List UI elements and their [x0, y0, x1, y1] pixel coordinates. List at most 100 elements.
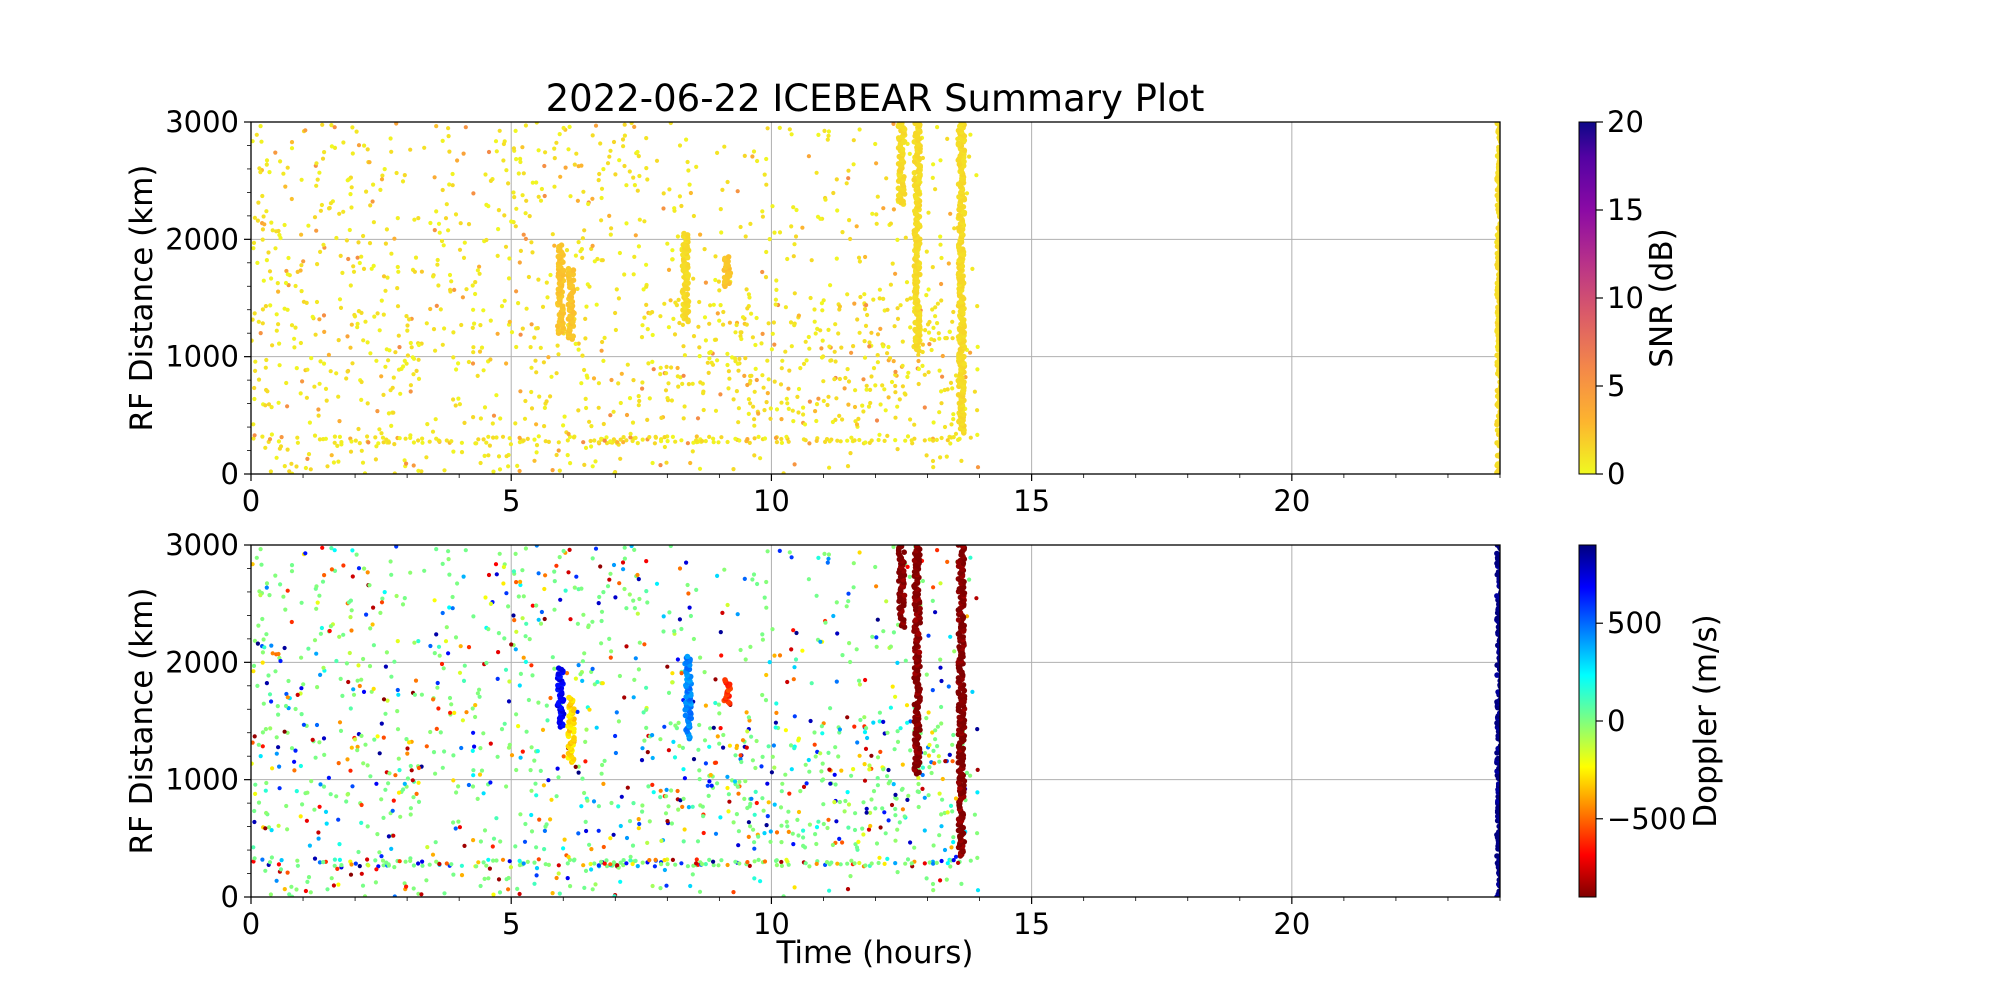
data-point: [590, 887, 595, 892]
data-point: [507, 679, 512, 684]
data-point: [905, 374, 910, 379]
data-point: [542, 847, 547, 852]
data-point: [338, 676, 343, 682]
data-point: [772, 230, 777, 235]
data-point: [725, 179, 730, 185]
data-point: [477, 694, 482, 699]
data-point: [396, 367, 402, 372]
data-point: [635, 188, 640, 193]
data-point: [451, 820, 456, 825]
data-point: [768, 406, 773, 411]
data-point: [820, 761, 825, 766]
data-point: [862, 715, 867, 720]
data-point: [895, 739, 901, 745]
data-point: [353, 438, 358, 443]
data-point: [388, 136, 393, 141]
data-point: [874, 841, 880, 846]
data-point: [735, 189, 740, 194]
data-point: [931, 843, 936, 848]
data-point: [584, 405, 589, 411]
data-point: [412, 217, 417, 222]
data-point: [681, 767, 686, 772]
data-point: [350, 125, 355, 130]
data-point: [554, 563, 559, 568]
data-point: [393, 350, 398, 355]
data-point: [964, 191, 970, 196]
data-point: [266, 673, 271, 678]
data-point: [605, 161, 611, 166]
data-point: [435, 685, 440, 690]
data-point: [544, 822, 549, 827]
data-point: [253, 368, 258, 373]
data-point: [640, 323, 645, 328]
data-point: [854, 647, 859, 652]
data-point: [264, 158, 270, 163]
data-point: [820, 338, 825, 343]
data-point: [379, 431, 384, 436]
data-point: [732, 779, 738, 784]
data-point: [845, 861, 850, 866]
data-point: [376, 441, 381, 446]
data-point: [708, 726, 713, 731]
data-point: [503, 244, 509, 249]
data-point: [916, 781, 921, 787]
data-point: [298, 763, 303, 769]
data-point: [392, 659, 397, 664]
data-point: [846, 591, 851, 596]
data-point: [746, 715, 752, 720]
data-point: [893, 271, 898, 276]
data-point: [870, 634, 875, 639]
data-point: [316, 836, 321, 841]
data-point: [804, 781, 809, 786]
data-point: [905, 434, 911, 439]
data-point: [312, 384, 317, 389]
data-point: [277, 363, 282, 368]
data-point: [912, 422, 917, 427]
data-point: [622, 133, 628, 138]
data-point: [453, 826, 458, 831]
data-point: [855, 317, 860, 322]
data-point: [518, 159, 523, 165]
data-point: [479, 345, 485, 350]
data-point: [506, 604, 511, 609]
data-point: [661, 206, 666, 211]
data-point: [846, 168, 851, 173]
data-point: [413, 678, 419, 683]
data-point: [893, 813, 898, 818]
data-point: [707, 321, 712, 326]
data-point: [391, 798, 396, 803]
data-point: [304, 395, 309, 400]
feature-point: [916, 649, 923, 656]
data-point: [608, 439, 613, 444]
data-point: [372, 737, 377, 742]
data-point: [269, 699, 274, 704]
data-point: [565, 438, 570, 443]
data-point: [851, 138, 856, 143]
data-point: [618, 400, 623, 406]
data-point: [605, 584, 611, 589]
data-point: [419, 269, 424, 274]
data-point: [507, 256, 512, 261]
data-point: [681, 839, 686, 844]
data-point: [580, 353, 585, 358]
data-point: [587, 419, 592, 424]
data-point: [633, 233, 638, 238]
data-point: [506, 276, 512, 281]
data-point: [834, 679, 839, 684]
data-point: [676, 297, 681, 302]
data-point: [260, 237, 265, 242]
data-point: [273, 573, 278, 578]
data-point: [516, 594, 521, 599]
data-point: [484, 237, 489, 243]
data-point: [972, 812, 978, 817]
data-point: [679, 203, 684, 209]
data-point: [565, 876, 570, 881]
data-point: [301, 722, 306, 727]
data-point: [823, 620, 828, 625]
data-point: [781, 471, 786, 474]
data-point: [725, 862, 730, 868]
data-point: [473, 714, 478, 720]
data-point: [285, 870, 290, 875]
data-point: [701, 391, 706, 396]
data-point: [447, 182, 452, 187]
